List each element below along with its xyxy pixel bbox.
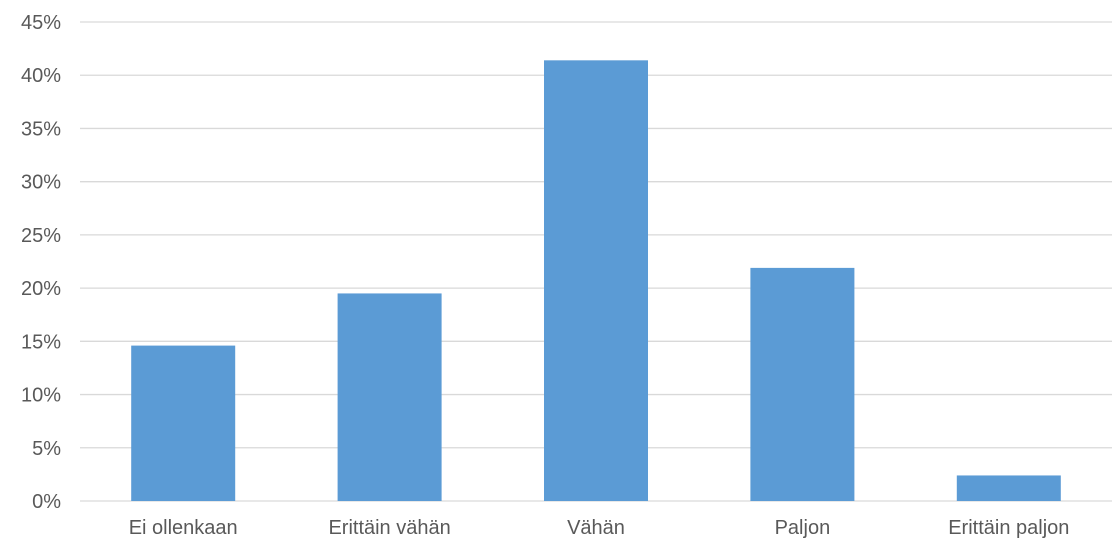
y-tick-label: 35% <box>21 118 61 140</box>
y-tick-label: 25% <box>21 225 61 247</box>
y-tick-label: 45% <box>21 12 61 34</box>
y-tick-label: 0% <box>32 491 61 513</box>
y-tick-label: 40% <box>21 65 61 87</box>
bar-0 <box>131 345 236 501</box>
x-tick-label: Erittäin paljon <box>948 517 1069 539</box>
bar-3 <box>750 267 855 501</box>
x-tick-label: Ei ollenkaan <box>129 517 238 539</box>
x-axis-ticks: Ei ollenkaan Erittäin vähän Vähän Paljon Eri… <box>129 517 1070 539</box>
bar-2 <box>544 60 648 501</box>
bar-1 <box>337 293 442 501</box>
bars <box>131 60 1061 501</box>
x-tick-label: Paljon <box>775 517 831 539</box>
y-tick-label: 10% <box>21 385 61 407</box>
y-tick-label: 30% <box>21 172 61 194</box>
x-tick-label: Erittäin vähän <box>328 517 450 539</box>
y-axis-ticks: 0% 5% 10% 15% 20% 25% 30% 35% 40% 45% <box>21 12 61 513</box>
y-tick-label: 5% <box>32 438 61 460</box>
y-tick-label: 20% <box>21 278 61 300</box>
x-tick-label: Vähän <box>567 517 625 539</box>
y-tick-label: 15% <box>21 331 61 353</box>
bar-4 <box>956 475 1061 501</box>
